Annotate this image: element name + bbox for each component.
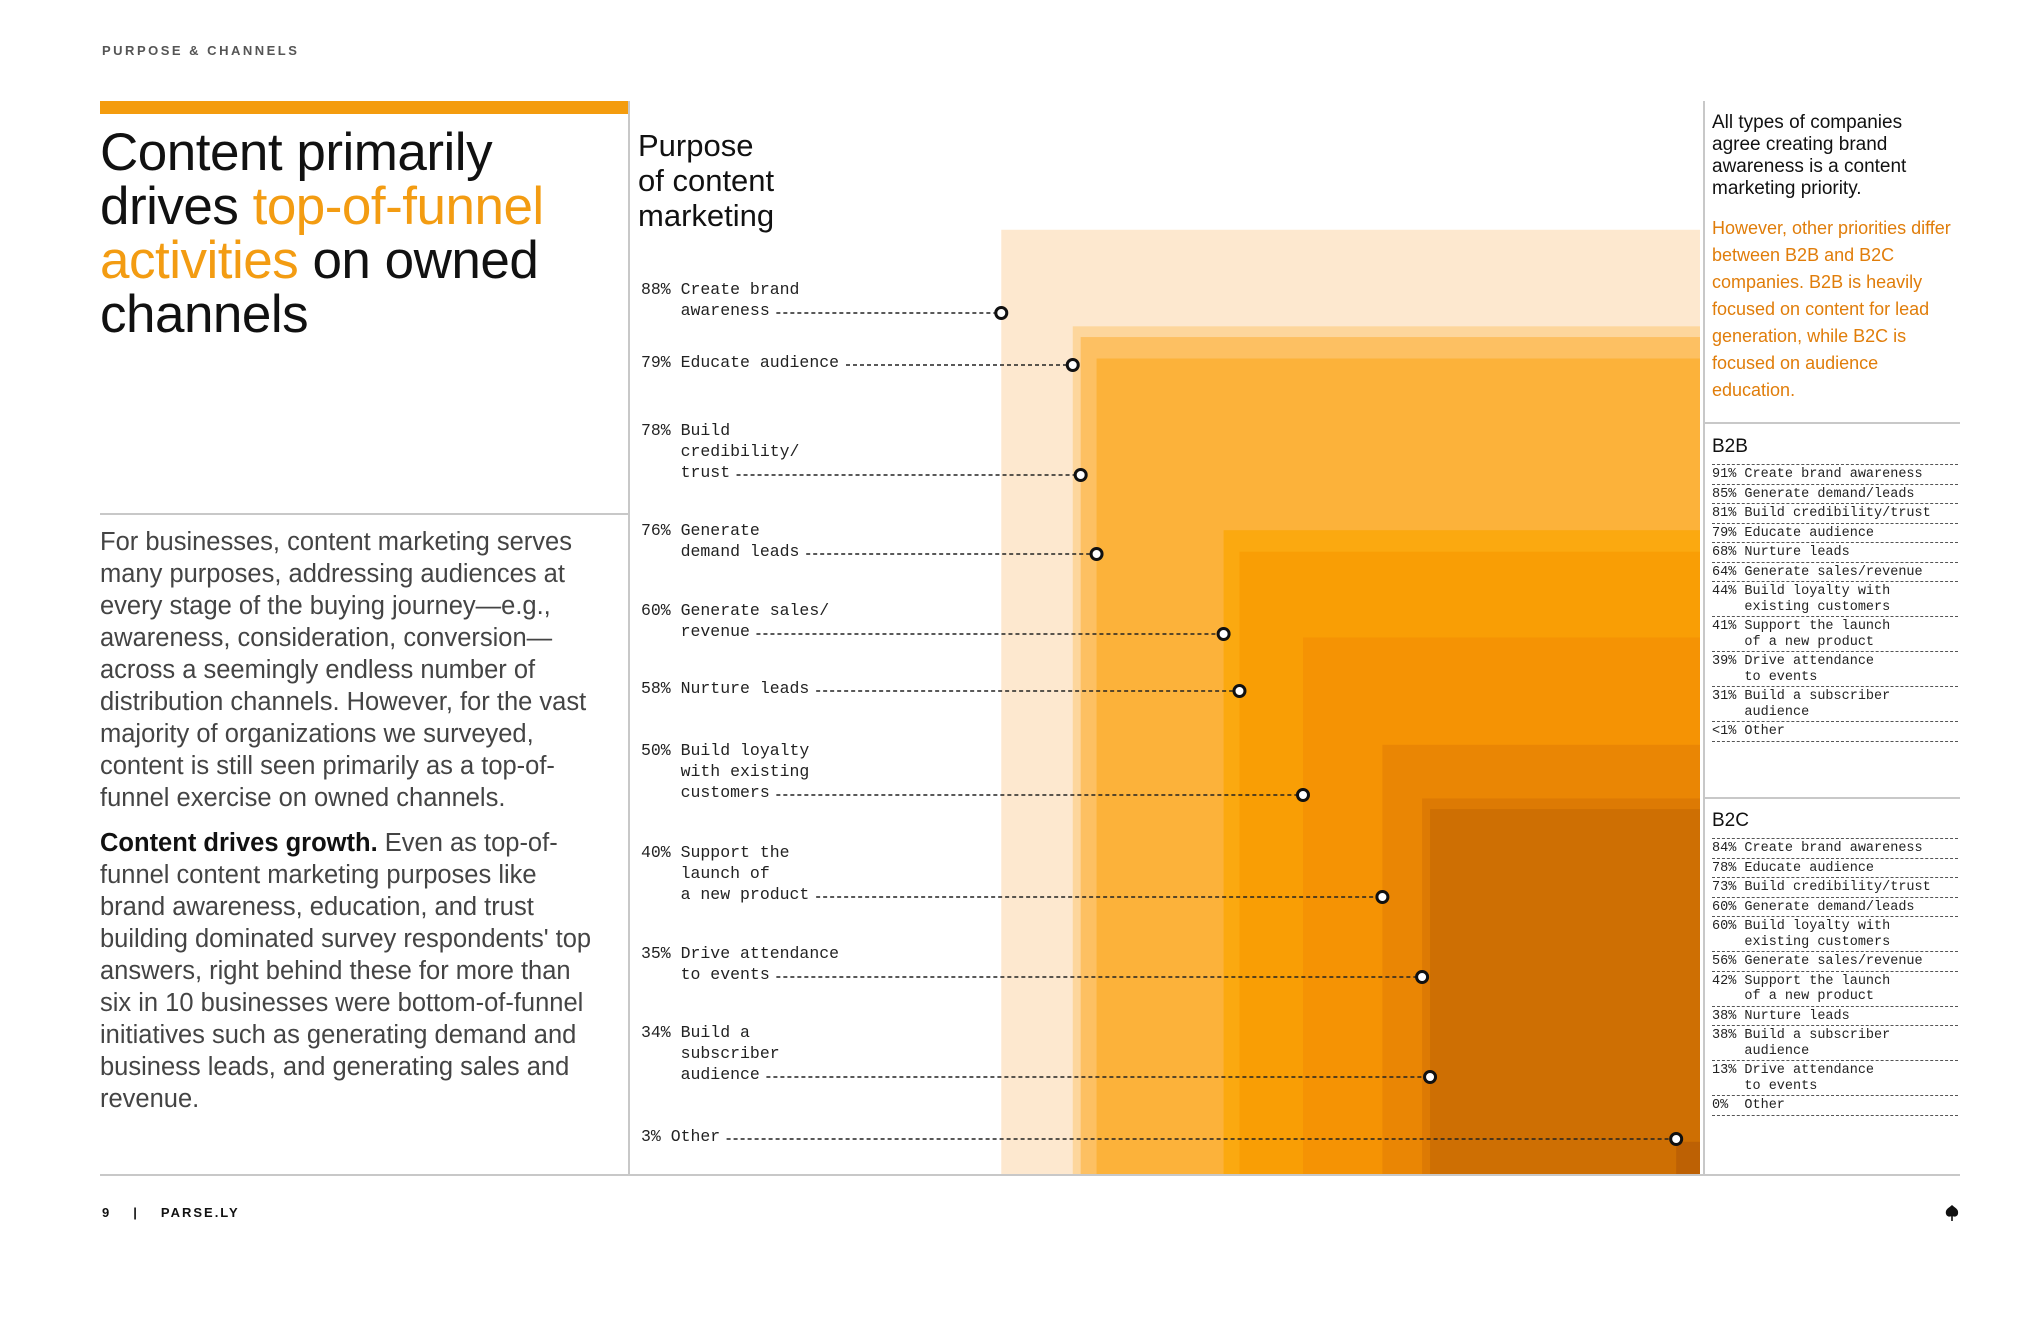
footer-brand: PARSE.LY (160, 1205, 240, 1220)
chart-label-5: 60% Generate sales/ revenue (641, 601, 830, 641)
bottom-rule (100, 1174, 1960, 1176)
data-point-6 (1232, 684, 1247, 698)
b2b-item-4: 79% Educate audience (1712, 524, 1958, 543)
chart-label-3: 78% Build credibility/ trust (641, 421, 800, 482)
body-paragraph-2: Content drives growth. Even as top-of-fu… (100, 827, 595, 1115)
b2b-item-8: 41% Support the launch of a new product (1712, 617, 1958, 652)
sidebar-divider-2 (1704, 797, 1960, 799)
data-point-2 (1065, 358, 1080, 372)
chart-label-2: 79% Educate audience (641, 353, 840, 372)
b2c-title: B2C (1712, 810, 1749, 831)
data-point-4 (1089, 547, 1104, 561)
parsely-leaf-icon (1945, 1205, 1959, 1221)
sidebar-note: However, other priorities differ between… (1712, 218, 1951, 400)
accent-bar (100, 101, 629, 114)
footer: 9 | PARSE.LY (102, 1205, 240, 1220)
b2b-item-1: 91% Create brand awareness (1712, 465, 1958, 485)
b2b-item-11: <1% Other (1712, 722, 1958, 742)
body-bold-lead: Content drives growth. (100, 829, 378, 857)
chart-right-rule (1703, 101, 1705, 1175)
chart-label-9: 35% Drive attendance to events (641, 944, 840, 984)
b2c-item-3: 73% Build credibility/trust (1712, 878, 1958, 898)
b2c-list: 84% Create brand awareness 78% Educate au… (1712, 838, 1958, 1116)
headline-part2: on owned channels (100, 231, 539, 344)
chart-label-8: 40% Support the launch of a new product (641, 843, 810, 904)
chart-label-11: 3% Other (641, 1127, 721, 1146)
chart-label-7: 50% Build loyalty with existing customer… (641, 741, 810, 802)
sidebar-divider-1 (1704, 422, 1960, 424)
chart-label-4: 76% Generate demand leads (641, 521, 800, 561)
data-point-11 (1669, 1132, 1684, 1146)
b2c-item-7: 42% Support the launch of a new product (1712, 972, 1958, 1007)
chart-label-1: 88% Create brand awareness (641, 280, 800, 320)
data-point-7 (1296, 788, 1310, 802)
area-rect-10 (1430, 809, 1700, 1174)
b2b-item-10: 31% Build a subscriber audience (1712, 687, 1958, 722)
body-text: For businesses, content marketing serves… (100, 526, 595, 1115)
b2c-item-1: 84% Create brand awareness (1712, 839, 1958, 859)
b2b-item-2: 85% Generate demand/leads (1712, 485, 1958, 504)
body-paragraph-2-text: Even as top-of-funnel content marketing … (100, 829, 592, 1113)
chart-label-6: 58% Nurture leads (641, 679, 810, 698)
b2b-title: B2B (1712, 436, 1748, 457)
b2c-item-10: 13% Drive attendance to events (1712, 1061, 1958, 1096)
chart-label-10: 34% Build a subscriber audience (641, 1023, 780, 1084)
b2c-item-8: 38% Nurture leads (1712, 1007, 1958, 1026)
headline-part1: Content primarily drives (100, 123, 493, 236)
data-point-3 (1073, 468, 1088, 482)
area-rect-11 (1676, 1141, 1700, 1174)
data-point-1 (994, 306, 1009, 320)
footer-separator: | (133, 1205, 139, 1220)
b2b-item-7: 44% Build loyalty with existing customer… (1712, 582, 1958, 617)
b2b-item-6: 64% Generate sales/revenue (1712, 563, 1958, 582)
data-point-9 (1415, 970, 1430, 984)
b2c-item-6: 56% Generate sales/revenue (1712, 952, 1958, 972)
data-point-5 (1216, 627, 1231, 641)
b2c-item-9: 38% Build a subscriber audience (1712, 1026, 1958, 1061)
data-point-10 (1423, 1070, 1438, 1084)
page-number: 9 (102, 1205, 112, 1220)
b2c-item-4: 60% Generate demand/leads (1712, 898, 1958, 917)
headline-highlight: top-of-funnel activities (100, 177, 544, 290)
b2b-item-3: 81% Build credibility/trust (1712, 504, 1958, 524)
page-headline: Content primarily drives top-of-funnel a… (100, 126, 620, 342)
b2b-item-5: 68% Nurture leads (1712, 543, 1958, 563)
b2b-item-9: 39% Drive attendance to events (1712, 652, 1958, 687)
b2c-item-5: 60% Build loyalty with existing customer… (1712, 917, 1958, 952)
b2c-item-2: 78% Educate audience (1712, 859, 1958, 878)
b2b-list: 91% Create brand awareness 85% Generate d… (1712, 464, 1958, 742)
chart-left-rule (628, 101, 630, 1175)
section-label: PURPOSE & CHANNELS (102, 43, 300, 58)
b2c-item-11: 0% Other (1712, 1096, 1958, 1116)
data-point-8 (1375, 890, 1390, 904)
chart-title: Purpose of content marketing (638, 128, 775, 233)
sidebar-intro: All types of companies agree creating br… (1712, 112, 1907, 199)
body-paragraph-1: For businesses, content marketing serves… (100, 528, 587, 812)
left-divider (100, 513, 629, 515)
